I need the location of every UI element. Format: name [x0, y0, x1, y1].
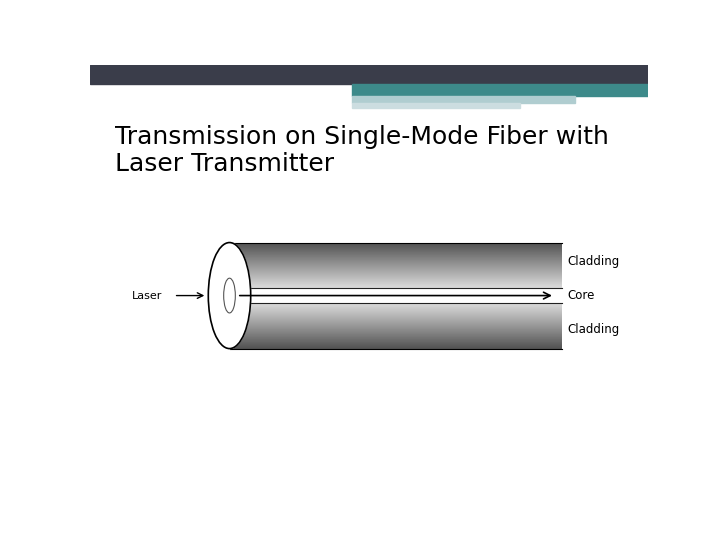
Bar	[352, 84, 648, 96]
Text: Cladding: Cladding	[567, 323, 619, 336]
Text: Laser Transmitter: Laser Transmitter	[115, 152, 334, 176]
Bar	[352, 103, 520, 108]
Text: Core: Core	[567, 289, 595, 302]
Text: Laser: Laser	[132, 291, 163, 301]
Ellipse shape	[208, 242, 251, 349]
Text: Transmission on Single-Mode Fiber with: Transmission on Single-Mode Fiber with	[115, 125, 609, 149]
Bar	[121, 284, 174, 308]
Bar	[352, 96, 575, 103]
Bar	[230, 288, 562, 303]
Bar	[90, 65, 648, 84]
Text: Cladding: Cladding	[567, 255, 619, 268]
